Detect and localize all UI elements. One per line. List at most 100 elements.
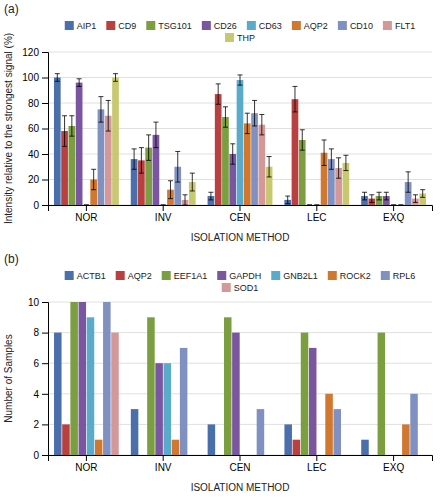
error-bar <box>362 192 367 200</box>
legend-item: ROCK2 <box>328 271 371 281</box>
bar <box>306 205 313 206</box>
legend-label: ACTB1 <box>77 271 106 281</box>
bar <box>378 333 386 455</box>
bar <box>79 302 87 455</box>
tick-mark <box>316 205 317 211</box>
legend-swatch <box>65 21 74 30</box>
legend-label: CD26 <box>214 21 237 31</box>
legend-swatch <box>146 21 155 30</box>
tick-mark <box>86 205 87 211</box>
legend-item: RPL6 <box>381 271 416 281</box>
axis-line <box>42 303 49 456</box>
bar <box>76 83 83 205</box>
error-bar <box>329 149 334 169</box>
x-tick: NOR <box>75 205 97 223</box>
bar <box>111 333 119 455</box>
legend-label: AIP1 <box>77 21 97 31</box>
error-bar <box>175 151 180 182</box>
tick-mark <box>163 205 164 211</box>
tick-label: 10 <box>28 297 40 308</box>
legend-item: CD10 <box>338 21 373 31</box>
legend-swatch <box>247 21 256 30</box>
legend: ACTB1AQP2EEF1A1GAPDHGNB2L1ROCK2RPL6SOD1 <box>65 271 416 293</box>
bar <box>180 348 188 455</box>
axis-line <box>49 456 433 462</box>
legend-label: AQP2 <box>128 271 152 281</box>
error-bar <box>413 195 418 203</box>
legend-swatch <box>106 21 115 30</box>
bar <box>54 333 62 455</box>
error-bar <box>238 75 243 85</box>
error-bar <box>307 205 312 206</box>
bar <box>83 205 90 206</box>
tick-label: 40 <box>28 149 40 160</box>
panel-title: (a) <box>4 2 19 16</box>
bar <box>244 123 251 205</box>
legend-swatch <box>217 271 226 280</box>
bar <box>160 205 167 206</box>
error-bar <box>55 74 60 82</box>
y-tick: 120 <box>22 47 48 58</box>
tick-label: NOR <box>75 462 97 473</box>
error-bar <box>91 169 96 189</box>
x-tick: LEC <box>307 455 326 473</box>
legend-swatch <box>381 271 390 280</box>
tick-mark <box>86 455 87 461</box>
tick-mark <box>163 455 164 461</box>
error-bar <box>377 192 382 200</box>
legend: AIP1CD9TSG101CD26CD63AQP2CD10FLT1THP <box>65 21 415 43</box>
bar <box>390 205 397 206</box>
tick-mark <box>42 129 48 130</box>
tick-label: 6 <box>33 358 39 369</box>
bar <box>87 317 95 455</box>
bar <box>208 424 216 455</box>
tick-label: 120 <box>22 47 39 58</box>
legend-label: RPL6 <box>393 271 416 281</box>
legend-item: CD9 <box>106 21 136 31</box>
tick-label: 80 <box>28 98 40 109</box>
bar <box>333 409 341 455</box>
bar <box>172 440 180 455</box>
legend-label: CD63 <box>259 21 282 31</box>
error-bar <box>183 195 188 205</box>
x-tick: CEN <box>229 205 250 223</box>
error-bar <box>132 149 137 169</box>
tick-mark <box>42 52 48 53</box>
bar <box>139 455 147 456</box>
y-tick: 0 <box>33 200 48 211</box>
legend-label: CD9 <box>118 21 136 31</box>
error-bar <box>77 79 82 87</box>
tick-mark <box>42 154 48 155</box>
bar <box>402 424 410 455</box>
bar <box>232 333 240 455</box>
bar <box>62 424 70 455</box>
bar <box>216 455 224 456</box>
bar <box>369 455 377 456</box>
error-bar <box>216 84 221 104</box>
legend-item: THP <box>225 33 255 43</box>
bar <box>147 317 155 455</box>
panel: (b)ACTB1AQP2EEF1A1GAPDHGNB2L1ROCK2RPL6SO… <box>3 252 433 493</box>
y-tick: 80 <box>28 98 48 109</box>
bar <box>54 78 61 206</box>
error-bar <box>84 205 89 206</box>
tick-label: 0 <box>33 450 39 461</box>
tick-label: 60 <box>28 123 40 134</box>
legend-item: ACTB1 <box>65 271 106 281</box>
tick-label: INV <box>155 462 172 473</box>
bar <box>249 455 257 456</box>
bar <box>301 333 309 455</box>
bar <box>258 125 265 205</box>
legend-label: SOD1 <box>234 283 259 293</box>
y-axis: 020406080100120 <box>22 47 48 211</box>
error-bar <box>406 172 411 192</box>
tick-mark <box>316 455 317 461</box>
legend-item: AIP1 <box>65 21 97 31</box>
error-bar <box>267 157 272 177</box>
bar <box>386 455 394 456</box>
bar <box>222 117 229 205</box>
x-axis: NORINVCENLECEXQ <box>49 205 433 223</box>
x-tick: NOR <box>75 455 97 473</box>
y-tick: 10 <box>28 297 48 308</box>
tick-label: 4 <box>33 389 39 400</box>
